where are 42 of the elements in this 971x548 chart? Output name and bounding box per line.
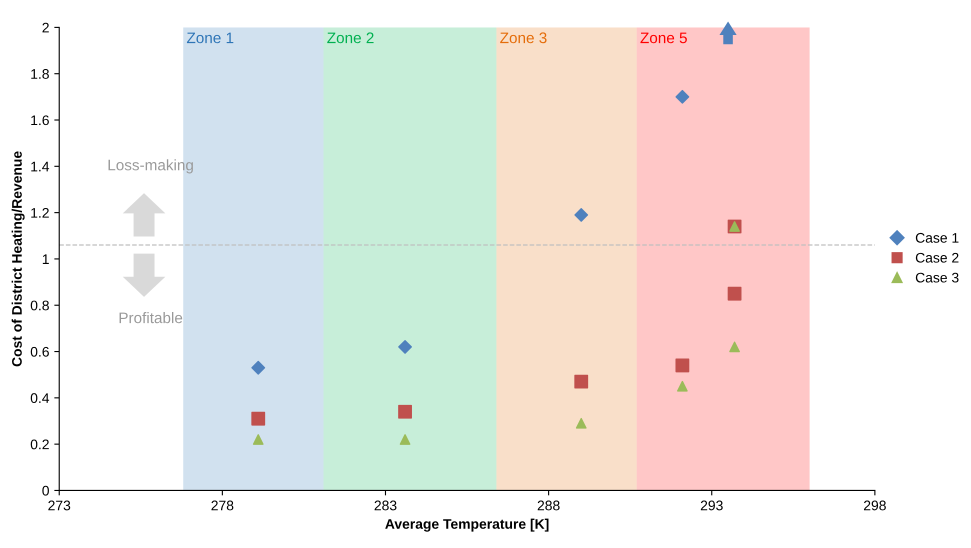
point (398, 340, 412, 354)
legend-label: Case 3 (916, 272, 959, 283)
point (252, 434, 264, 445)
x-tick-label: 278 (211, 500, 234, 510)
legend-label: Case 1 (916, 232, 958, 243)
annotation: Loss-making (108, 159, 193, 174)
x-tick-label: 283 (374, 500, 396, 510)
point (574, 374, 588, 389)
point (398, 404, 412, 419)
x-tick-label: 273 (48, 500, 70, 510)
y-tick-label: 0.4 (30, 393, 50, 404)
point (728, 286, 742, 301)
point (574, 208, 588, 222)
point (251, 412, 266, 426)
band-label: Zone 3 (500, 32, 547, 44)
y-tick-label: 1.2 (31, 208, 49, 218)
y-tick-label: 0 (42, 486, 49, 496)
y-tick-label: 0.2 (30, 439, 49, 450)
y-tick-label: 1.4 (31, 162, 50, 172)
y-tick-label: 0.6 (30, 346, 49, 357)
band-label: Zone 5 (640, 32, 687, 44)
point (675, 90, 690, 104)
y-tick-label: 1.8 (31, 69, 49, 79)
legend-label: Case 2 (916, 252, 958, 263)
x-tick-label: 298 (864, 500, 886, 510)
y-tick-label: 1 (42, 254, 49, 264)
band-label: Zone 2 (327, 32, 374, 44)
y-tick-label: 1.6 (31, 115, 49, 126)
y-tick-label: 2 (42, 22, 49, 32)
y-axis-title: Cost of District Heating/Revenue (12, 151, 25, 366)
x-tick-label: 293 (700, 500, 723, 510)
x-tick-label: 288 (538, 500, 560, 510)
annotation: Profitable (120, 312, 182, 324)
y-tick-label: 0.8 (30, 300, 49, 310)
x-axis-title: Average Temperature [K] (385, 518, 548, 532)
point (400, 434, 410, 445)
point (729, 342, 740, 352)
point (675, 358, 690, 372)
point (251, 360, 266, 375)
band-label: Zone 1 (186, 32, 234, 44)
point (677, 380, 688, 392)
point (576, 418, 587, 429)
